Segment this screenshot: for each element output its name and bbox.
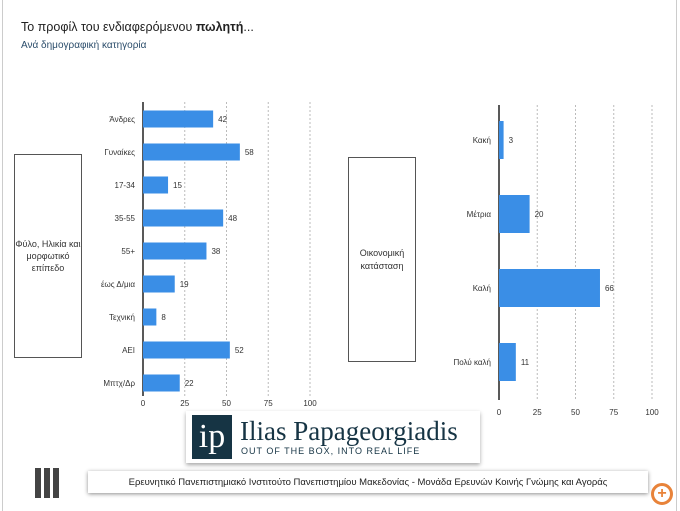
zoom-in-icon[interactable]: + [651,483,673,505]
bar [499,343,516,381]
category-label: Μπτχ/Δρ [103,379,135,388]
bars-icon [35,468,59,498]
x-tick-label: 100 [645,408,659,417]
bar [143,209,224,227]
group-label-box-demographics: Φύλο, Ηλικία και μορφωτικό επίπεδο [14,154,82,358]
bar [143,143,240,161]
bar [143,110,214,128]
data-label: 38 [211,247,220,256]
bar [499,121,504,159]
x-tick-label: 0 [497,408,502,417]
x-tick-label: 25 [533,408,542,417]
category-label: 55+ [121,247,135,256]
category-label: Τεχνική [109,313,135,322]
x-tick-label: 75 [609,408,618,417]
bar [499,195,530,233]
logo-tagline: OUT OF THE BOX, INTO REAL LIFE [241,446,421,456]
footer-caption: Ερευνητικό Πανεπιστημιακό Ινστιτούτο Παν… [88,471,648,493]
category-label: Γυναίκες [104,148,135,157]
x-tick-label: 100 [303,399,317,408]
group-label: Φύλο, Ηλικία και μορφωτικό επίπεδο [15,238,81,274]
x-tick-label: 50 [571,408,580,417]
logo-text: Ilias Papageorgiadis OUT OF THE BOX, INT… [232,417,458,457]
group-label: Οικονομική κατάσταση [359,248,405,271]
bar [143,275,175,293]
category-label: 35-55 [115,214,136,223]
data-label: 66 [605,284,614,293]
category-label: Μέτρια [467,210,492,219]
title-bold: πωλητή [195,20,244,34]
x-tick-label: 25 [180,399,189,408]
data-label: 8 [161,313,166,322]
logo-mark: ip [192,415,232,459]
category-label: Καλή [473,284,491,293]
page-title: Το προφίλ του ενδιαφερόμενου πωλητή... [21,20,254,34]
x-tick-label: 50 [222,399,231,408]
bar [143,242,207,260]
bar [499,269,600,307]
data-label: 48 [228,214,237,223]
title-text: Το προφίλ του ενδιαφερόμενου [21,20,196,34]
data-label: 42 [218,115,227,124]
category-label: 17-34 [115,181,136,190]
bar [143,176,169,194]
data-label: 22 [185,379,194,388]
category-label: Πολύ καλή [454,358,491,367]
bar [143,374,180,392]
data-label: 3 [509,136,514,145]
data-label: 58 [245,148,254,157]
page-subtitle: Ανά δημογραφική κατηγορία [21,40,147,51]
logo: ip Ilias Papageorgiadis OUT OF THE BOX, … [186,411,480,463]
bar [143,341,230,359]
logo-name: Ilias Papageorgiadis [240,416,458,446]
title-suffix: ... [243,20,254,34]
data-label: 19 [180,280,189,289]
x-tick-label: 0 [141,399,146,408]
category-label: έως Δ/μια [101,280,135,289]
data-label: 11 [521,358,530,367]
data-label: 20 [535,210,544,219]
data-label: 15 [173,181,182,190]
category-label: ΑΕΙ [122,346,135,355]
data-label: 52 [235,346,244,355]
x-tick-label: 75 [264,399,273,408]
category-label: Άνδρες [109,115,135,124]
group-label-box-economic: Οικονομική κατάσταση [348,157,416,362]
category-label: Κακή [473,136,491,145]
bar [143,308,157,326]
